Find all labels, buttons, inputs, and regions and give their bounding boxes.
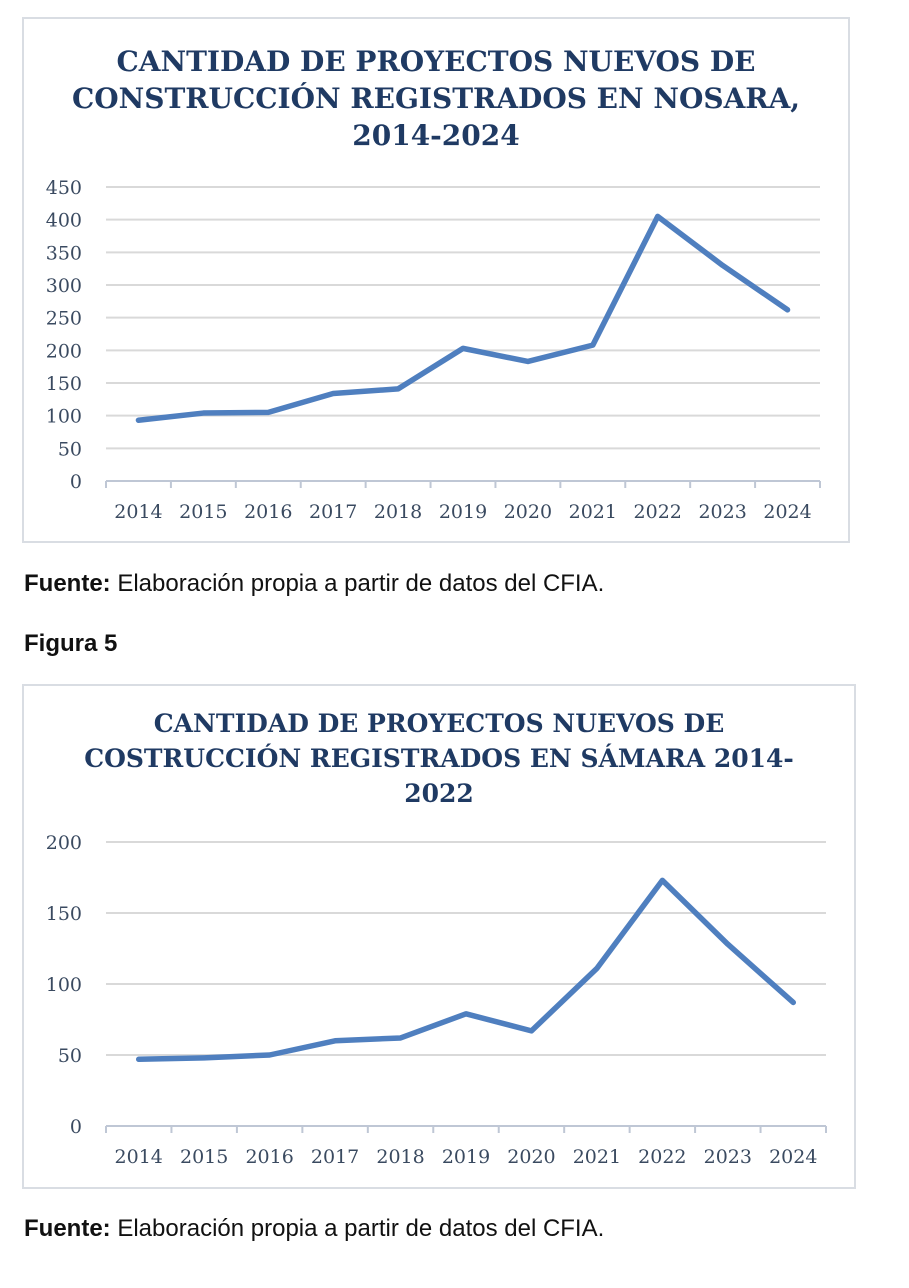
x-tick-label: 2023 <box>704 1146 752 1168</box>
x-tick-label: 2021 <box>569 501 617 523</box>
y-tick-label: 150 <box>46 903 82 925</box>
chart-title-line: COSTRUCCIÓN REGISTRADOS EN SÁMARA 2014- <box>84 744 794 773</box>
chart-title-line: CANTIDAD DE PROYECTOS NUEVOS DE <box>153 709 725 738</box>
x-tick-label: 2019 <box>439 501 487 523</box>
chart-title-line: 2022 <box>404 779 474 808</box>
x-tick-label: 2018 <box>376 1146 424 1168</box>
x-tick-label: 2020 <box>504 501 552 523</box>
source-text: Elaboración propia a partir de datos del… <box>110 1215 605 1242</box>
figure-label: Figura 5 <box>24 630 118 657</box>
x-tick-label: 2016 <box>244 501 292 523</box>
y-tick-label: 350 <box>46 242 82 264</box>
source-label: Fuente: <box>24 1215 111 1242</box>
y-tick-label: 200 <box>46 832 82 854</box>
chart-samara: CANTIDAD DE PROYECTOS NUEVOS DE COSTRUCC… <box>22 684 856 1189</box>
line-chart-nosara: 0 50 100 150 200 250 300 350 400 450 2014 2015 2016 2… <box>46 177 821 523</box>
y-tick-label: 100 <box>46 974 82 996</box>
x-tick-label: 2023 <box>698 501 746 523</box>
x-tick-label: 2015 <box>179 501 227 523</box>
chart-title-line: CONSTRUCCIÓN REGISTRADOS EN NOSARA, <box>71 82 801 115</box>
x-tick-label: 2015 <box>180 1146 228 1168</box>
x-tick-label: 2021 <box>573 1146 621 1168</box>
x-tick-label: 2018 <box>374 501 422 523</box>
y-tick-label: 150 <box>46 373 82 395</box>
source-caption: Fuente: Elaboración propia a partir de d… <box>24 1215 604 1243</box>
source-label: Fuente: <box>24 570 111 597</box>
y-tick-label: 250 <box>46 308 82 330</box>
y-tick-label: 50 <box>58 1045 82 1067</box>
y-tick-label: 400 <box>46 210 82 232</box>
chart-title-line: 2014-2024 <box>352 119 520 152</box>
chart-title-line: CANTIDAD DE PROYECTOS NUEVOS DE <box>116 45 756 78</box>
x-tick-label: 2024 <box>769 1146 817 1168</box>
x-tick-label: 2022 <box>638 1146 686 1168</box>
x-tick-label: 2014 <box>114 501 162 523</box>
source-text: Elaboración propia a partir de datos del… <box>110 570 605 597</box>
y-tick-label: 0 <box>70 471 82 493</box>
y-tick-label: 50 <box>58 438 82 460</box>
x-tick-label: 2016 <box>245 1146 293 1168</box>
chart-title: CANTIDAD DE PROYECTOS NUEVOS DE CONSTRUC… <box>24 43 848 154</box>
y-tick-label: 0 <box>70 1116 82 1138</box>
source-caption: Fuente: Elaboración propia a partir de d… <box>24 570 604 598</box>
x-tick-label: 2022 <box>634 501 682 523</box>
y-tick-label: 100 <box>46 406 82 428</box>
y-tick-label: 450 <box>46 177 82 199</box>
x-tick-label: 2014 <box>115 1146 163 1168</box>
x-tick-label: 2017 <box>309 501 357 523</box>
x-tick-label: 2019 <box>442 1146 490 1168</box>
chart-nosara: CANTIDAD DE PROYECTOS NUEVOS DE CONSTRUC… <box>22 17 850 543</box>
x-tick-label: 2020 <box>507 1146 555 1168</box>
chart-title: CANTIDAD DE PROYECTOS NUEVOS DE COSTRUCC… <box>24 706 854 811</box>
y-tick-label: 200 <box>46 340 82 362</box>
series-line <box>135 877 797 1063</box>
line-chart-samara: 0 50 100 150 200 2014 2015 2016 2017 2018 2019 2020… <box>46 832 827 1168</box>
x-tick-label: 2024 <box>763 501 811 523</box>
y-tick-label: 300 <box>46 275 82 297</box>
x-tick-label: 2017 <box>311 1146 359 1168</box>
